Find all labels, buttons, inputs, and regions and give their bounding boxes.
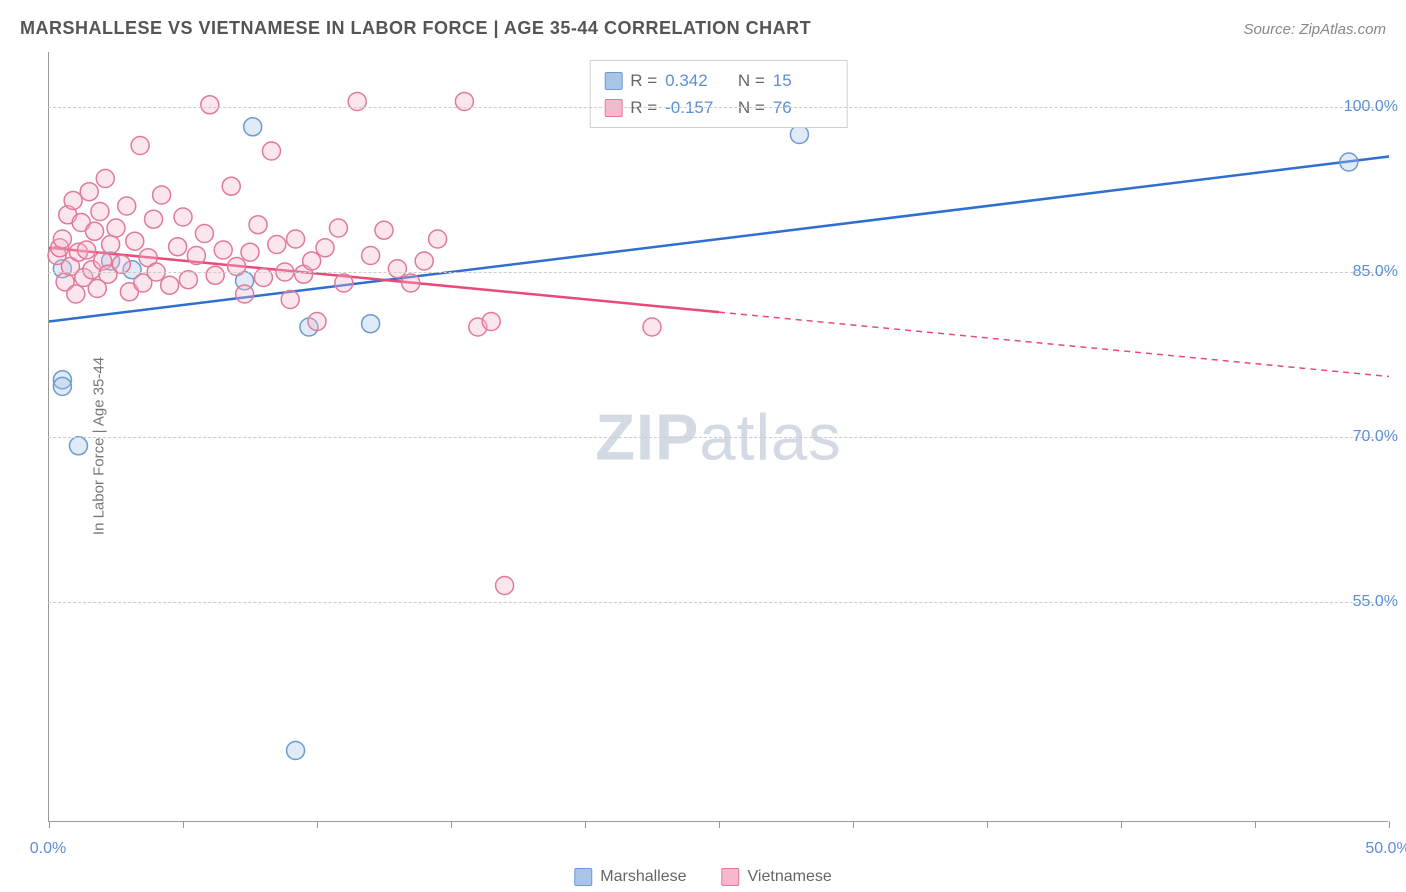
gridline [48,437,1388,438]
x-tick [451,821,452,828]
data-point [126,232,144,250]
data-point [362,315,380,333]
x-tick-label: 50.0% [1365,840,1406,858]
gridline [48,107,1388,108]
data-point [262,142,280,160]
data-point [174,208,192,226]
data-point [287,742,305,760]
gridline [48,272,1388,273]
y-tick-label: 70.0% [1353,428,1398,446]
legend-item: Marshallese [574,868,686,886]
data-point [214,241,232,259]
legend-swatch [604,72,622,90]
data-point [308,313,326,331]
data-point [281,291,299,309]
data-point [153,186,171,204]
data-point [169,238,187,256]
data-point [69,437,87,455]
data-point [362,247,380,265]
data-point [64,192,82,210]
data-point [187,247,205,265]
source-label: Source: ZipAtlas.com [1243,21,1386,38]
x-tick-label: 0.0% [30,840,66,858]
data-point [195,225,213,243]
data-point [496,577,514,595]
legend-swatch [722,868,740,886]
data-point [402,274,420,292]
data-point [249,216,267,234]
x-tick [1121,821,1122,828]
data-point [206,266,224,284]
y-tick-label: 55.0% [1353,593,1398,611]
legend-stats-box: R = 0.342 N = 15R = -0.157 N = 76 [589,60,848,128]
data-point [388,260,406,278]
x-tick [1255,821,1256,828]
x-tick [987,821,988,828]
data-point [118,197,136,215]
data-point [268,236,286,254]
data-point [643,318,661,336]
data-point [53,377,71,395]
x-tick [49,821,50,828]
data-point [316,239,334,257]
x-tick [1389,821,1390,828]
data-point [429,230,447,248]
data-point [112,255,130,273]
legend-item: Vietnamese [722,868,832,886]
data-point [67,285,85,303]
data-point [86,222,104,240]
legend-bottom: Marshallese Vietnamese [574,868,831,886]
gridline [48,602,1388,603]
legend-swatch [574,868,592,886]
data-point [91,203,109,221]
data-point [482,313,500,331]
y-tick-label: 85.0% [1353,263,1398,281]
trend-line-dashed [719,312,1389,376]
data-point [1340,153,1358,171]
data-point [53,230,71,248]
x-tick [853,821,854,828]
y-tick-label: 100.0% [1344,98,1398,116]
data-point [375,221,393,239]
data-point [201,96,219,114]
x-tick [317,821,318,828]
data-point [241,243,259,261]
r-value: 0.342 [665,67,725,94]
data-point [78,241,96,259]
x-tick [719,821,720,828]
data-point [244,118,262,136]
data-point [415,252,433,270]
data-point [303,252,321,270]
data-point [145,210,163,228]
data-point [102,236,120,254]
data-point [131,137,149,155]
data-point [161,276,179,294]
x-tick [183,821,184,828]
data-point [236,285,254,303]
n-value: 15 [773,67,833,94]
data-point [222,177,240,195]
data-point [96,170,114,188]
data-point [329,219,347,237]
legend-label: Vietnamese [748,868,832,886]
data-point [80,183,98,201]
data-point [107,219,125,237]
x-tick [585,821,586,828]
data-point [287,230,305,248]
chart-title: MARSHALLESE VS VIETNAMESE IN LABOR FORCE… [20,18,811,39]
legend-label: Marshallese [600,868,686,886]
data-point [179,271,197,289]
legend-stats-row: R = 0.342 N = 15 [604,67,833,94]
data-point [335,274,353,292]
